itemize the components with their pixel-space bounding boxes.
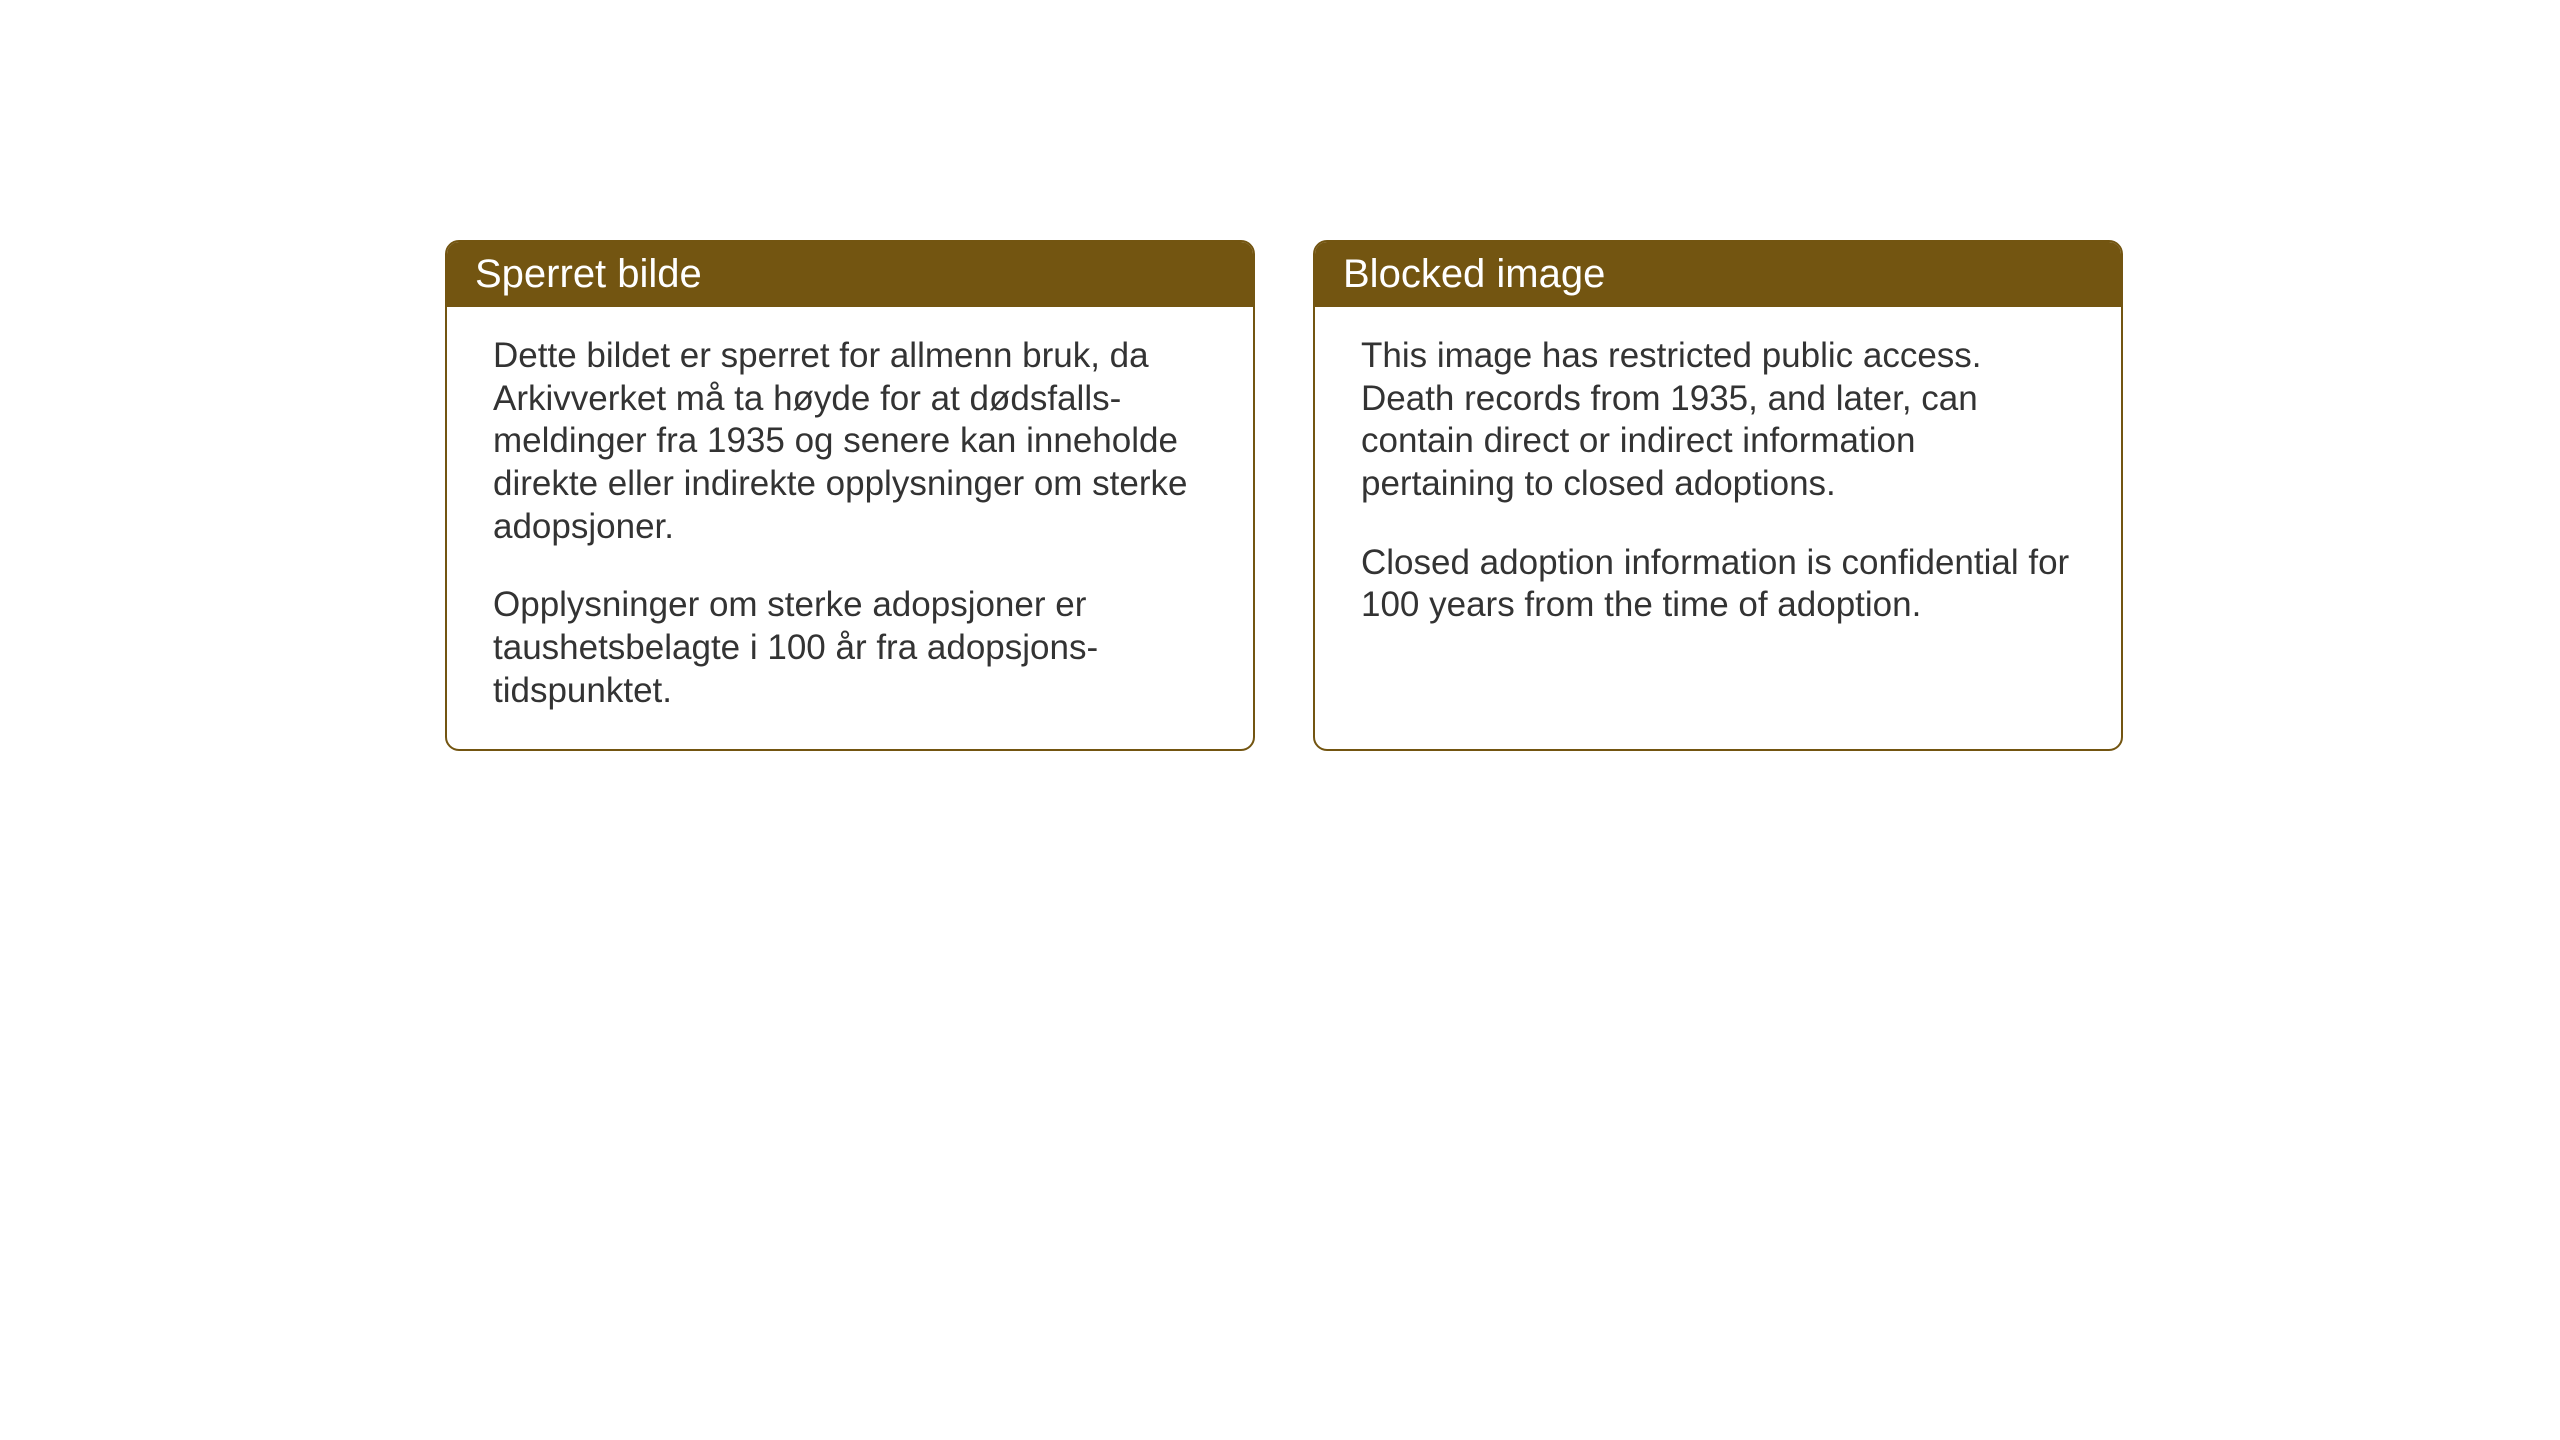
card-paragraph-1-english: This image has restricted public access.…: [1361, 335, 2075, 506]
card-title-norwegian: Sperret bilde: [475, 252, 702, 296]
card-paragraph-1-norwegian: Dette bildet er sperret for allmenn bruk…: [493, 335, 1207, 548]
blocked-image-card-english: Blocked image This image has restricted …: [1313, 240, 2123, 751]
cards-container: Sperret bilde Dette bildet er sperret fo…: [445, 240, 2123, 751]
blocked-image-card-norwegian: Sperret bilde Dette bildet er sperret fo…: [445, 240, 1255, 751]
card-header-norwegian: Sperret bilde: [447, 242, 1253, 307]
card-paragraph-2-norwegian: Opplysninger om sterke adopsjoner er tau…: [493, 584, 1207, 712]
card-header-english: Blocked image: [1315, 242, 2121, 307]
card-body-norwegian: Dette bildet er sperret for allmenn bruk…: [447, 307, 1253, 749]
card-title-english: Blocked image: [1343, 252, 1605, 296]
card-body-english: This image has restricted public access.…: [1315, 307, 2121, 663]
card-paragraph-2-english: Closed adoption information is confident…: [1361, 542, 2075, 627]
